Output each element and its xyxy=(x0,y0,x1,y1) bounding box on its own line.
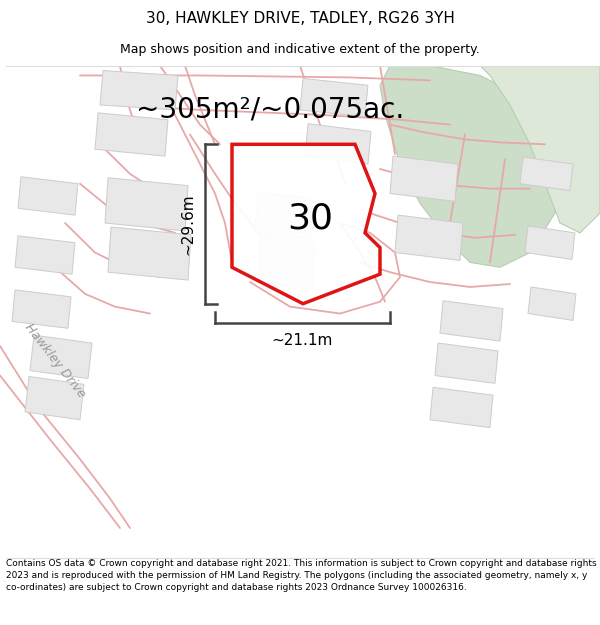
Text: Map shows position and indicative extent of the property.: Map shows position and indicative extent… xyxy=(120,42,480,56)
Polygon shape xyxy=(440,301,503,341)
Polygon shape xyxy=(108,227,191,280)
Polygon shape xyxy=(12,290,71,328)
Polygon shape xyxy=(105,177,188,231)
Text: 30, HAWKLEY DRIVE, TADLEY, RG26 3YH: 30, HAWKLEY DRIVE, TADLEY, RG26 3YH xyxy=(146,11,454,26)
Text: Hawkley Drive: Hawkley Drive xyxy=(22,321,88,401)
Polygon shape xyxy=(380,66,560,268)
Polygon shape xyxy=(435,343,498,383)
Polygon shape xyxy=(430,388,493,428)
Polygon shape xyxy=(305,124,371,164)
Polygon shape xyxy=(30,335,92,379)
Text: Contains OS data © Crown copyright and database right 2021. This information is : Contains OS data © Crown copyright and d… xyxy=(6,559,596,592)
Polygon shape xyxy=(15,236,75,274)
Polygon shape xyxy=(18,177,78,215)
Polygon shape xyxy=(95,113,168,156)
Polygon shape xyxy=(395,215,463,261)
Text: ~21.1m: ~21.1m xyxy=(272,333,333,348)
Polygon shape xyxy=(100,71,178,110)
Polygon shape xyxy=(25,376,84,420)
Polygon shape xyxy=(520,157,573,191)
Polygon shape xyxy=(300,78,368,117)
Polygon shape xyxy=(480,66,600,233)
Text: 30: 30 xyxy=(287,201,333,235)
Polygon shape xyxy=(390,156,458,201)
Polygon shape xyxy=(528,287,576,321)
Polygon shape xyxy=(258,236,315,289)
Text: ~305m²/~0.075ac.: ~305m²/~0.075ac. xyxy=(136,96,404,124)
Polygon shape xyxy=(525,226,575,259)
Polygon shape xyxy=(232,144,380,304)
Polygon shape xyxy=(255,192,313,239)
Text: ~29.6m: ~29.6m xyxy=(180,193,195,255)
